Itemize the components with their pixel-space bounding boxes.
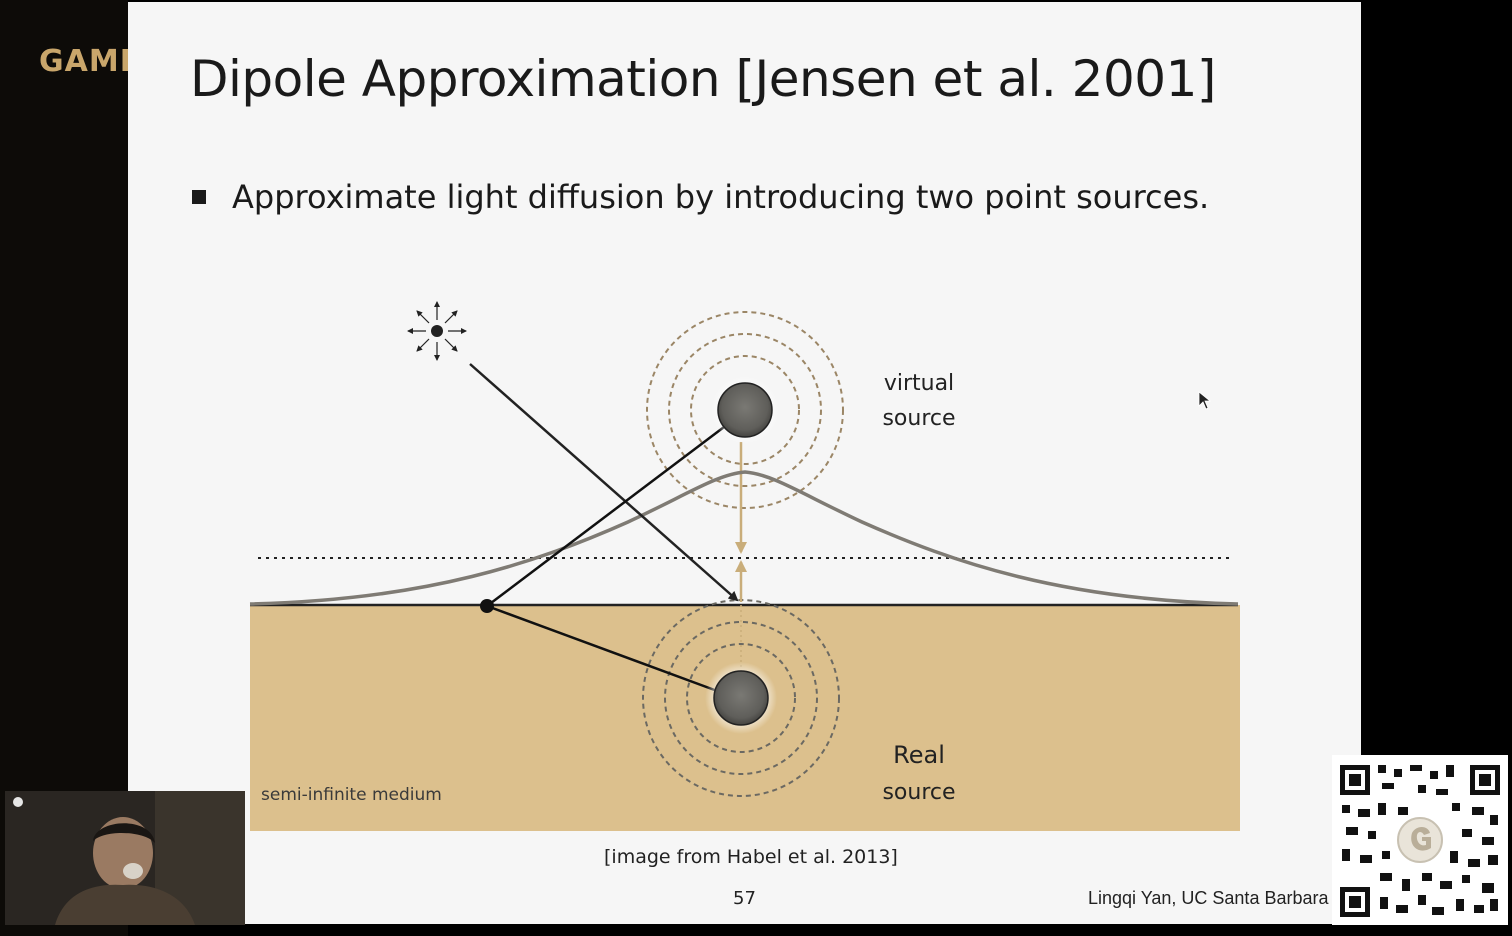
real-source-label-line2: source [882, 780, 955, 805]
virtual-source-label-line2: source [882, 406, 955, 431]
image-caption: [image from Habel et al. 2013] [604, 846, 898, 868]
real-source-label-line1: Real [893, 741, 945, 769]
author-credit: Lingqi Yan, UC Santa Barbara [1088, 888, 1329, 908]
bullet-item: Approximate light diffusion by introduci… [190, 178, 1209, 216]
mouse-cursor-icon [1198, 391, 1212, 410]
brand-logo-text: GAME [39, 44, 142, 79]
diffusion-profile-curve [249, 470, 1239, 606]
left-background [0, 0, 128, 936]
webcam-video [5, 791, 245, 925]
incident-light-ray [469, 363, 739, 602]
virtual-source-label-line1: virtual [884, 371, 954, 396]
virtual-source-rings [646, 311, 844, 509]
dipole-diagram: virtual source Real source semi-infinite… [249, 301, 1240, 831]
light-source-icon [407, 301, 467, 361]
ray-to-real-source [486, 604, 721, 694]
presenter-silhouette-icon [5, 791, 245, 925]
presentation-slide: Dipole Approximation [Jensen et al. 2001… [128, 2, 1361, 924]
slide-title: Dipole Approximation [Jensen et al. 2001… [190, 50, 1216, 108]
ray-to-virtual-source [486, 423, 729, 607]
virtual-source [717, 382, 773, 438]
qr-code-icon [1332, 755, 1508, 925]
bullet-square-icon [192, 190, 206, 204]
record-indicator-icon [13, 797, 23, 807]
bullet-text: Approximate light diffusion by introduci… [232, 178, 1210, 216]
medium-label: semi-infinite medium [261, 785, 442, 805]
exit-point [480, 599, 494, 613]
qr-code [1332, 755, 1508, 925]
real-source [713, 670, 769, 726]
page-number: 57 [733, 888, 756, 909]
